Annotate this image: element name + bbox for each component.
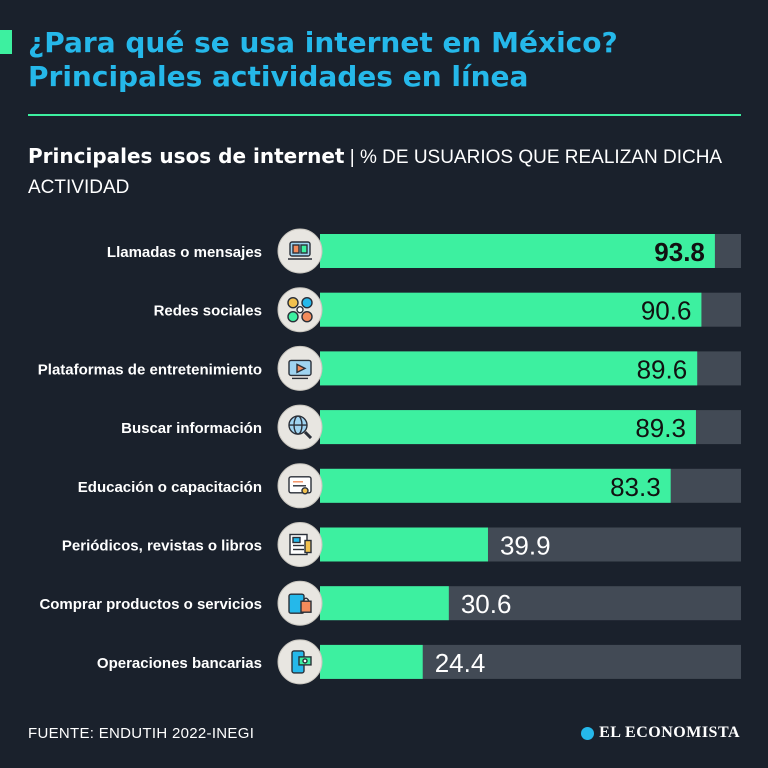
value-label: 89.3 xyxy=(635,413,686,443)
title-line-2: Principales actividades en línea xyxy=(28,60,529,93)
page-title: ¿Para qué se usa internet en México? Pri… xyxy=(28,26,748,94)
subtitle-separator: | xyxy=(344,147,360,168)
bar xyxy=(320,644,423,679)
bar-row: Educación o capacitación 83.3 xyxy=(78,463,741,509)
video-call-icon xyxy=(277,228,323,274)
value-label: 83.3 xyxy=(610,472,661,502)
value-label: 39.9 xyxy=(500,531,551,561)
bar xyxy=(320,234,715,268)
online-course-icon xyxy=(277,463,323,509)
bar xyxy=(320,351,698,386)
social-networks-icon xyxy=(277,287,323,333)
bar-row: Redes sociales 90.6 xyxy=(154,287,741,333)
bar-row: Buscar información 89.3 xyxy=(121,404,741,450)
title-line-1: ¿Para qué se usa internet en México? xyxy=(28,26,618,59)
value-label: 93.8 xyxy=(654,237,705,267)
shopping-icon xyxy=(277,580,323,626)
category-label: Comprar productos o servicios xyxy=(39,596,262,613)
value-label: 89.6 xyxy=(637,354,688,384)
bar-row: Comprar productos o servicios 30.6 xyxy=(39,580,741,626)
value-label: 30.6 xyxy=(461,589,512,619)
magnifier-globe-icon xyxy=(277,404,323,450)
value-label: 90.6 xyxy=(641,296,692,326)
bar-row: Periódicos, revistas o libros 39.9 xyxy=(62,522,741,567)
bar xyxy=(320,292,702,327)
banking-phone-icon xyxy=(277,639,323,685)
bar-row: Plataformas de entretenimiento 89.6 xyxy=(38,345,741,391)
brand-mark-icon xyxy=(581,726,595,740)
category-label: Plataformas de entretenimiento xyxy=(38,361,262,378)
source-note: FUENTE: ENDUTIH 2022-INEGI xyxy=(28,725,255,742)
category-label: Buscar información xyxy=(121,420,262,437)
accent-bar xyxy=(0,30,12,54)
brand-logo: EL ECONOMISTA xyxy=(581,724,740,742)
category-label: Redes sociales xyxy=(154,303,262,320)
category-label: Periódicos, revistas o libros xyxy=(62,538,262,555)
value-label: 24.4 xyxy=(435,648,486,678)
brand-name: EL ECONOMISTA xyxy=(599,724,740,741)
bar xyxy=(320,468,671,503)
bar xyxy=(320,527,488,562)
bar-row: Llamadas o mensajes 93.8 xyxy=(107,228,741,274)
category-label: Educación o capacitación xyxy=(78,479,262,496)
title-divider xyxy=(28,114,741,116)
bar xyxy=(320,410,696,445)
streaming-icon xyxy=(277,345,323,391)
newspaper-icon xyxy=(277,522,323,567)
bar xyxy=(320,586,449,621)
category-label: Llamadas o mensajes xyxy=(107,244,262,261)
subtitle-rest: % DE USUARIOS QUE REALIZAN DICHA ACTIVID… xyxy=(28,147,722,198)
chart-subtitle: Principales usos de internet | % DE USUA… xyxy=(28,141,740,203)
subtitle-bold: Principales usos de internet xyxy=(28,144,345,168)
bar-row: Operaciones bancarias 24.4 xyxy=(97,639,741,685)
category-label: Operaciones bancarias xyxy=(97,655,262,672)
